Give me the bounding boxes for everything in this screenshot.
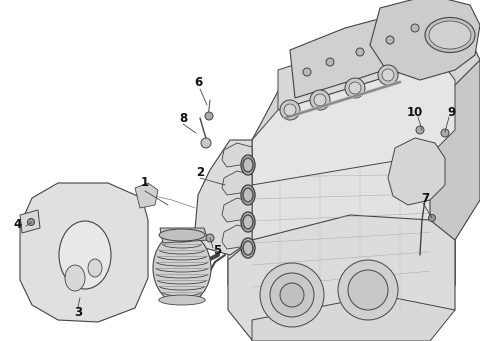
Polygon shape	[290, 8, 450, 98]
Text: 2: 2	[196, 166, 204, 179]
Polygon shape	[195, 140, 252, 255]
Ellipse shape	[241, 238, 255, 258]
Circle shape	[348, 270, 388, 310]
Text: 7: 7	[421, 192, 429, 205]
Circle shape	[386, 36, 394, 44]
Ellipse shape	[159, 229, 205, 241]
Ellipse shape	[241, 212, 255, 232]
Polygon shape	[430, 60, 480, 310]
Circle shape	[310, 90, 330, 110]
Text: 3: 3	[74, 306, 82, 318]
Circle shape	[411, 24, 419, 32]
Text: 5: 5	[213, 243, 221, 256]
Circle shape	[441, 129, 449, 137]
Text: 4: 4	[14, 219, 22, 232]
Ellipse shape	[59, 221, 111, 289]
Text: 8: 8	[179, 112, 187, 124]
Circle shape	[280, 283, 304, 307]
Ellipse shape	[153, 232, 211, 304]
Text: 6: 6	[194, 76, 202, 89]
Circle shape	[429, 214, 435, 222]
Polygon shape	[222, 198, 252, 222]
Polygon shape	[388, 138, 445, 205]
Polygon shape	[278, 20, 460, 110]
Circle shape	[260, 263, 324, 327]
Polygon shape	[228, 215, 455, 340]
Ellipse shape	[429, 21, 471, 49]
Circle shape	[314, 94, 326, 106]
Circle shape	[378, 65, 398, 85]
Circle shape	[270, 273, 314, 317]
Circle shape	[201, 138, 211, 148]
Circle shape	[205, 112, 213, 120]
Ellipse shape	[88, 259, 102, 277]
Ellipse shape	[241, 185, 255, 205]
Polygon shape	[160, 228, 208, 243]
Text: 10: 10	[407, 106, 423, 119]
Circle shape	[326, 58, 334, 66]
Polygon shape	[252, 18, 480, 140]
Polygon shape	[135, 183, 158, 208]
Text: 9: 9	[447, 106, 455, 119]
Ellipse shape	[241, 155, 255, 175]
Polygon shape	[222, 225, 252, 249]
Circle shape	[27, 219, 35, 225]
Polygon shape	[20, 183, 148, 322]
Circle shape	[280, 100, 300, 120]
Circle shape	[382, 69, 394, 81]
Circle shape	[284, 104, 296, 116]
Ellipse shape	[425, 17, 475, 53]
Circle shape	[338, 260, 398, 320]
Circle shape	[345, 78, 365, 98]
Circle shape	[206, 234, 214, 242]
Text: 1: 1	[141, 177, 149, 190]
Polygon shape	[252, 295, 455, 341]
Ellipse shape	[159, 295, 205, 305]
Circle shape	[356, 48, 364, 56]
Polygon shape	[222, 171, 252, 195]
Polygon shape	[252, 60, 455, 185]
Polygon shape	[20, 210, 40, 233]
Polygon shape	[370, 0, 480, 80]
Polygon shape	[228, 110, 455, 310]
Circle shape	[416, 126, 424, 134]
Circle shape	[303, 68, 311, 76]
Circle shape	[349, 82, 361, 94]
Polygon shape	[222, 143, 252, 167]
Ellipse shape	[65, 265, 85, 291]
